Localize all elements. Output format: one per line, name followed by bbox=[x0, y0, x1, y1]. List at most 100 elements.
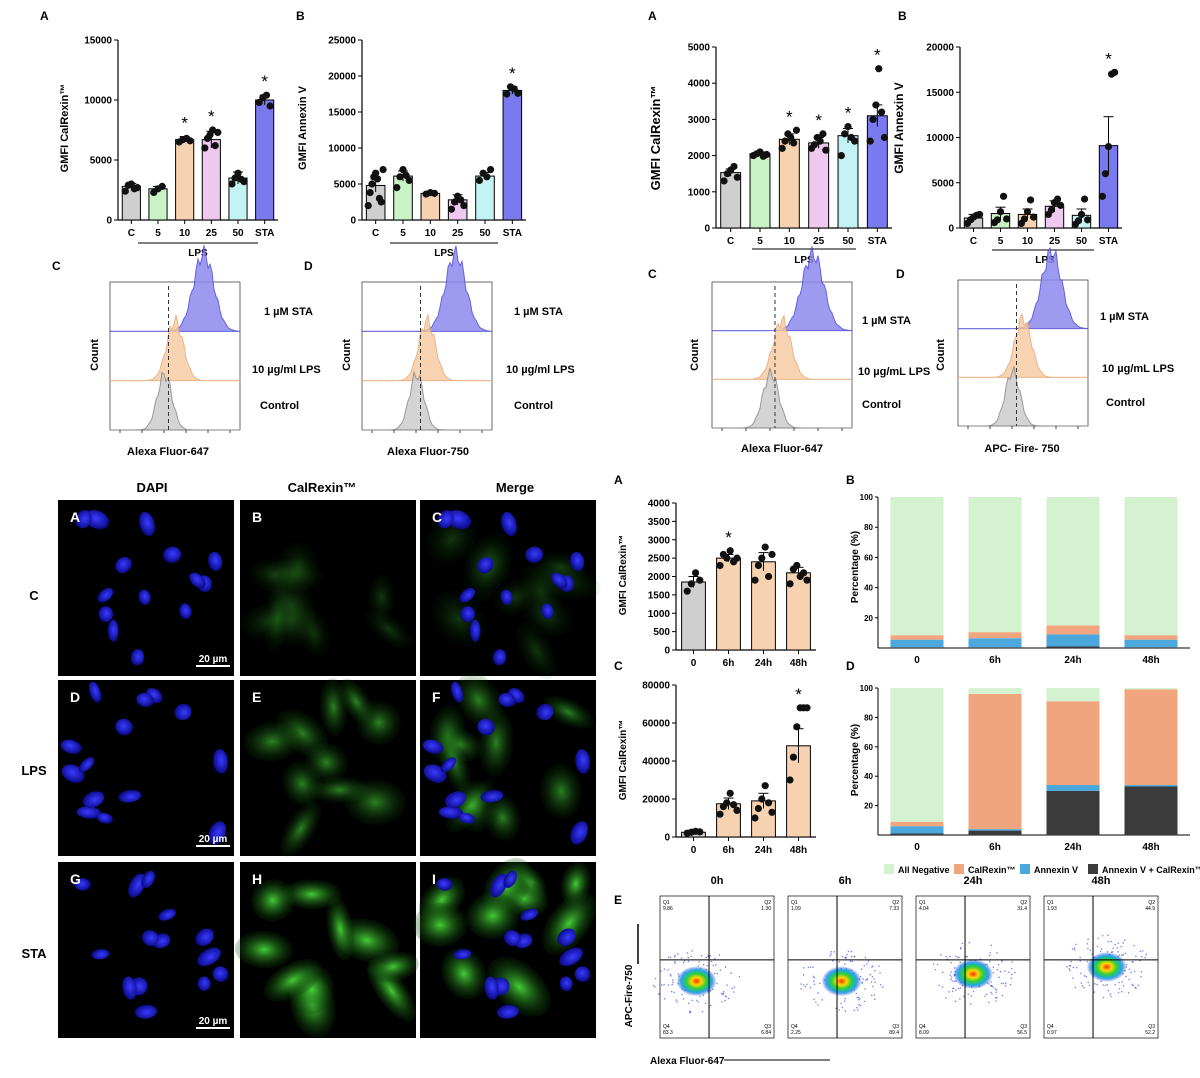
event-dot bbox=[1124, 952, 1127, 955]
column-header-merge: Merge bbox=[496, 480, 534, 495]
data-point bbox=[786, 580, 794, 588]
bar bbox=[866, 115, 888, 229]
bar-chart: 0 500 1000 1500 2000 2500 3000 3500 4000 0 6h * 24h 4… bbox=[648, 499, 816, 669]
event-dot bbox=[690, 955, 692, 958]
nucleus bbox=[197, 947, 221, 967]
event-dot bbox=[957, 987, 960, 990]
event-dot bbox=[1066, 965, 1068, 968]
event-dot bbox=[802, 973, 805, 976]
quadrant-value: 89.4 bbox=[889, 1030, 899, 1036]
event-dot bbox=[1007, 971, 1010, 973]
event-dot bbox=[686, 952, 689, 954]
significance-star: * bbox=[261, 72, 268, 91]
nucleus bbox=[575, 749, 590, 774]
y-tick-label: 15000 bbox=[84, 36, 112, 47]
x-tick-label: 0 bbox=[691, 845, 697, 856]
y-tick-label: 100 bbox=[860, 493, 874, 502]
event-dot bbox=[936, 963, 939, 966]
data-point bbox=[1053, 195, 1062, 203]
y-tick-label: 20000 bbox=[926, 43, 954, 54]
event-dot bbox=[1125, 975, 1127, 978]
nucleus bbox=[74, 878, 91, 891]
nucleus bbox=[496, 1004, 519, 1019]
event-dot bbox=[991, 993, 993, 995]
data-point bbox=[447, 205, 456, 213]
x-axis-label: Alexa Fluor-750 bbox=[387, 446, 469, 458]
event-dot bbox=[830, 951, 833, 953]
event-dot bbox=[1014, 971, 1016, 974]
y-tick-label: 15000 bbox=[926, 88, 954, 99]
event-dot bbox=[687, 960, 690, 963]
quadrant-name: Q3 bbox=[892, 1024, 899, 1030]
event-dot bbox=[864, 956, 867, 959]
data-point bbox=[793, 561, 801, 570]
event-dot bbox=[870, 994, 873, 997]
bar bbox=[502, 89, 523, 221]
data-point bbox=[133, 184, 141, 192]
event-dot bbox=[800, 988, 802, 990]
trace-label-lps: 10 µg/mL LPS bbox=[858, 366, 930, 378]
x-tick-label: 50 bbox=[479, 228, 491, 239]
y-axis-label: APC-Fire-750 bbox=[624, 964, 635, 1027]
stack-segment bbox=[1124, 786, 1178, 835]
event-dot bbox=[831, 960, 834, 962]
event-dot bbox=[700, 954, 703, 957]
event-dot bbox=[687, 956, 690, 959]
data-point bbox=[1077, 210, 1086, 219]
y-axis-label: GMFI Annexin V bbox=[297, 85, 309, 170]
microscopy-grid: DAPI CalRexin™ Merge C LPS STA A 20 µm B C D… bbox=[21, 480, 601, 1038]
cell-body bbox=[515, 622, 558, 680]
panel-3c: C GMFI CalRexin™ 0 20000 40000 60000 80000 0 6… bbox=[614, 659, 816, 856]
nucleus bbox=[436, 878, 453, 891]
significance-star: * bbox=[815, 111, 822, 130]
quadrant-value: 9.86 bbox=[663, 906, 673, 912]
y-tick-label: 500 bbox=[653, 627, 670, 638]
event-dot bbox=[869, 973, 872, 976]
event-dot bbox=[1120, 945, 1123, 948]
event-dot bbox=[1132, 961, 1135, 963]
cell-body bbox=[542, 695, 594, 729]
data-point bbox=[976, 210, 984, 219]
event-dot bbox=[969, 1003, 972, 1005]
panel-3d: D Percentage (%) 20 40 60 80 100 0 6h 24h 48h bbox=[846, 659, 1190, 853]
panel-letter: D bbox=[304, 259, 313, 273]
plot-title: 6h bbox=[839, 875, 852, 887]
event-dot bbox=[719, 969, 722, 971]
event-dot bbox=[658, 993, 660, 995]
trace-label-lps: 10 µg/ml LPS bbox=[252, 364, 321, 376]
y-axis-label: GMFI CalRexin™ bbox=[618, 720, 629, 801]
legend-label-annexin: Annexin V bbox=[1034, 865, 1078, 875]
event-dot bbox=[948, 991, 950, 993]
event-dot bbox=[669, 973, 672, 976]
event-dot bbox=[1073, 948, 1076, 951]
event-dot bbox=[940, 953, 942, 956]
nucleus bbox=[98, 606, 113, 623]
data-point bbox=[1023, 208, 1032, 216]
event-dot bbox=[1122, 942, 1124, 944]
event-dot bbox=[705, 956, 707, 959]
event-dot bbox=[1137, 984, 1139, 987]
nucleus bbox=[541, 603, 554, 620]
event-dot bbox=[713, 957, 716, 960]
event-dot bbox=[841, 955, 844, 958]
panel-2a: A GMFI CalRexin™ 0 1000 2000 3000 4000 5000 C 5… bbox=[648, 9, 892, 266]
event-dot bbox=[724, 999, 726, 1002]
data-point bbox=[1026, 196, 1035, 204]
histogram-trace-control bbox=[958, 366, 1088, 427]
event-dot bbox=[1107, 989, 1110, 992]
event-dot bbox=[813, 983, 816, 986]
x-tick-label: 24h bbox=[1064, 842, 1081, 853]
event-dot bbox=[730, 972, 732, 974]
cell-body bbox=[441, 948, 487, 1000]
data-point bbox=[460, 202, 468, 210]
data-point bbox=[723, 554, 731, 562]
data-point bbox=[875, 65, 883, 73]
data-point bbox=[1104, 142, 1113, 151]
histogram-trace-lps bbox=[711, 313, 853, 380]
y-axis-label: Count bbox=[935, 339, 947, 371]
data-point bbox=[683, 587, 691, 595]
event-dot bbox=[1071, 948, 1074, 950]
data-point bbox=[819, 130, 827, 138]
event-dot bbox=[1074, 986, 1077, 989]
y-tick-label: 40000 bbox=[642, 757, 670, 768]
